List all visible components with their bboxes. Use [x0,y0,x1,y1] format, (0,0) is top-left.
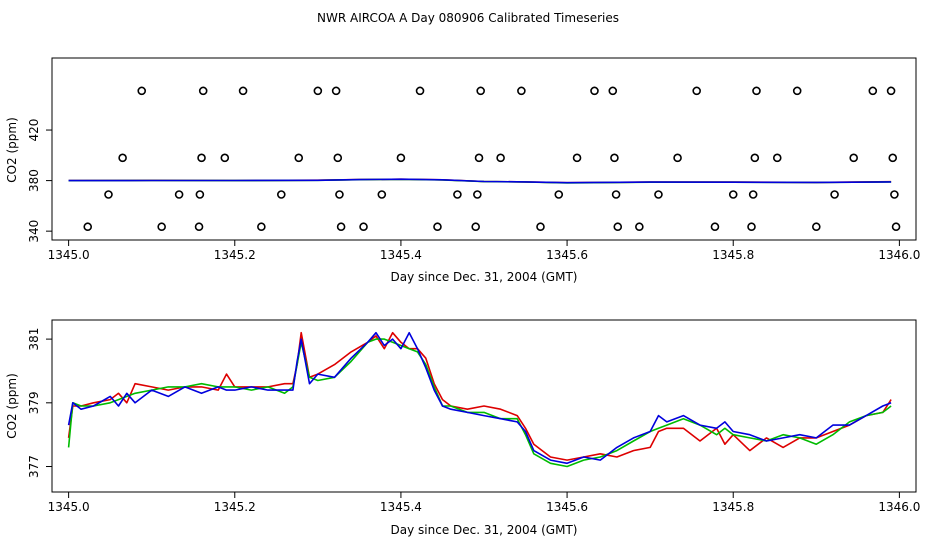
x-tick-label: 1345.2 [214,248,256,262]
data-marker [118,153,127,163]
data-marker [174,190,184,199]
x-tick-label: 1345.0 [48,248,90,262]
x-tick-label: 1345.6 [546,500,588,514]
data-marker [453,190,462,199]
data-marker [748,190,758,199]
data-marker [359,222,368,232]
data-marker [710,222,720,232]
y-tick-label: 340 [27,220,41,243]
series-line-green [67,338,892,468]
data-marker [886,86,896,96]
series-line-blue [67,331,892,465]
data-marker [333,153,343,163]
x-tick-label: 1345.8 [712,248,754,262]
upper-panel: 1345.0 1345.2 1345.4 1345.6 1345.8 1346.0 340 3… [5,57,920,284]
lower-series-lines [67,331,892,468]
data-marker [471,222,480,232]
x-tick-label: 1345.6 [546,248,588,262]
data-marker [752,86,761,96]
data-marker [220,153,230,163]
data-marker [830,190,839,199]
y-tick-label: 420 [27,119,41,142]
data-marker [692,86,701,96]
data-marker [868,86,878,96]
chart-title: NWR AIRCOA A Day 080906 Calibrated Times… [317,11,619,25]
x-tick-label: 1345.2 [214,500,256,514]
x-tick-label: 1345.0 [48,500,90,514]
data-marker [473,190,482,199]
data-marker [654,190,663,199]
data-marker [104,190,113,199]
data-marker [613,222,623,232]
upper-markers [83,86,901,232]
data-marker [377,190,387,199]
data-marker [611,190,621,199]
x-tick-label: 1346.0 [878,500,920,514]
data-marker [890,190,899,199]
y-tick-label: 379 [27,391,41,414]
series-line-red [67,331,892,461]
data-marker [476,86,485,96]
data-marker [517,86,526,96]
data-marker [610,153,619,163]
data-marker [849,153,858,163]
data-marker [750,153,760,163]
x-tick-label: 1345.4 [380,500,422,514]
upper-axes: 1345.0 1345.2 1345.4 1345.6 1345.8 1346.0 340 3… [27,119,920,262]
data-marker [396,153,406,163]
y-tick-label: 381 [27,328,41,351]
lower-axes: 1345.0 1345.2 1345.4 1345.6 1345.8 1346.0 377 3… [27,328,920,514]
x-tick-label: 1345.4 [380,248,422,262]
data-marker [590,86,599,96]
data-marker [474,153,484,163]
series-line-blue [68,178,892,184]
lower-plot-frame [51,319,917,493]
data-marker [198,86,208,96]
data-marker [673,153,682,163]
data-marker [792,86,802,96]
data-marker [888,153,898,163]
x-tick-label: 1345.8 [712,500,754,514]
data-marker [635,222,644,232]
data-marker [728,190,738,199]
data-marker [194,222,204,232]
data-marker [335,190,344,199]
data-marker [608,86,618,96]
data-marker [891,222,901,232]
lower-y-axis-title: CO2 (ppm) [5,373,19,439]
data-marker [276,190,286,199]
y-tick-label: 380 [27,169,41,192]
upper-plot-frame [51,57,917,241]
data-marker [496,153,505,163]
lower-panel: 1345.0 1345.2 1345.4 1345.6 1345.8 1346.0 377 3… [5,319,920,537]
data-marker [433,222,442,232]
data-marker [331,86,341,96]
data-marker [572,153,582,163]
data-marker [415,86,425,96]
data-marker [336,222,346,232]
data-marker [536,222,545,232]
data-marker [83,222,93,232]
upper-y-axis-title: CO2 (ppm) [5,117,19,183]
data-marker [257,222,266,232]
data-marker [812,222,821,232]
y-tick-label: 377 [27,455,41,478]
data-marker [772,153,782,163]
data-marker [197,153,206,163]
data-marker [137,86,147,96]
x-tick-label: 1346.0 [878,248,920,262]
data-marker [157,222,166,232]
data-marker [294,153,304,163]
lower-x-axis-title: Day since Dec. 31, 2004 (GMT) [391,523,578,537]
data-marker [195,190,205,199]
upper-x-axis-title: Day since Dec. 31, 2004 (GMT) [391,270,578,284]
upper-series-lines [68,178,892,184]
data-marker [747,222,756,232]
data-marker [313,86,323,96]
data-marker [238,86,248,96]
data-marker [554,190,564,199]
